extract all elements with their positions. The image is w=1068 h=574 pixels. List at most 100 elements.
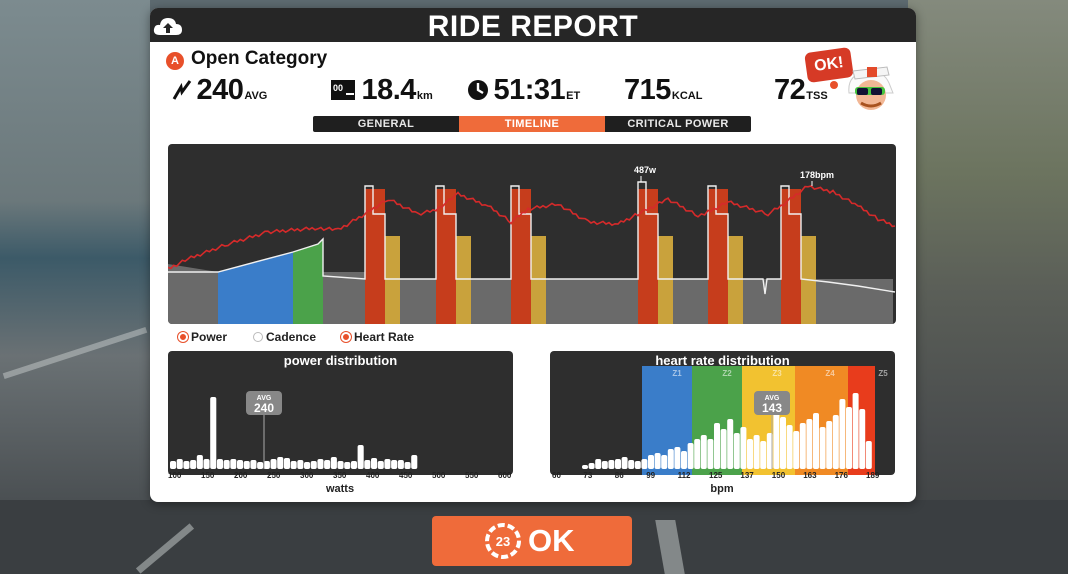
hr-axis-title: bpm	[710, 483, 734, 495]
hr-axis-tick: 137	[740, 471, 754, 480]
hr-dist-bar	[832, 415, 839, 469]
stat-time-unit: ET	[566, 90, 581, 102]
countdown-timer-icon: 23	[485, 523, 521, 559]
power-dist-bar	[290, 461, 297, 469]
power-dist-bar	[364, 460, 371, 469]
legend-heart-rate[interactable]: Heart Rate	[341, 330, 414, 344]
power-axis-tick: 100	[168, 471, 182, 480]
stat-tss-unit: TSS	[806, 90, 828, 102]
cloud-upload-icon[interactable]	[152, 15, 184, 37]
power-axis-tick: 500	[432, 471, 446, 480]
hr-axis-tick: 86	[614, 471, 624, 480]
interval-bar-red	[365, 189, 385, 324]
power-dist-bar	[230, 459, 237, 469]
power-dist-bar	[384, 459, 391, 469]
hr-dist-bar	[608, 460, 615, 469]
recovery-bar-gold	[531, 236, 546, 324]
hr-axis-tick: 73	[583, 471, 593, 480]
recovery-bar-gold	[385, 236, 400, 324]
hr-dist-bar	[628, 460, 635, 469]
ok-button[interactable]: 23 OK	[432, 516, 632, 566]
hr-axis-tick: 163	[803, 471, 817, 480]
hr-axis-tick: 99	[646, 471, 656, 480]
interval-bar-red	[511, 189, 531, 324]
hr-dist-bar	[859, 409, 866, 469]
hr-axis-tick: 150	[771, 471, 786, 480]
power-dist-bar	[317, 459, 324, 469]
hr-dist-bar	[852, 393, 859, 469]
recovery-bar-gold	[456, 236, 471, 324]
hr-distribution-title: heart rate distribution	[655, 353, 790, 368]
hr-dist-bar	[819, 427, 826, 469]
legend-cadence[interactable]: Cadence	[253, 330, 316, 344]
hr-dist-bar	[648, 455, 654, 469]
hr-dist-bar	[747, 439, 753, 469]
power-dist-bar	[350, 461, 357, 469]
tab-timeline[interactable]: TIMELINE	[459, 116, 605, 132]
hr-axis-tick: 189	[866, 471, 880, 480]
legend-heart-rate-label: Heart Rate	[354, 330, 415, 344]
hr-dist-bar	[595, 459, 602, 469]
hr-dist-bar	[634, 461, 641, 469]
stat-distance-value: 18.4	[361, 74, 416, 106]
power-dist-bar	[404, 462, 411, 469]
power-dist-bar	[377, 461, 384, 469]
power-avg-label: AVG	[257, 395, 272, 402]
legend-cadence-label: Cadence	[266, 330, 317, 344]
stat-distance: 00 18.4km	[331, 74, 433, 108]
power-dist-bar	[250, 460, 257, 469]
hr-dist-bar	[661, 455, 668, 469]
hr-zone-label: Z3	[772, 369, 782, 378]
hr-axis-tick: 176	[834, 471, 848, 480]
power-axis-tick: 450	[399, 471, 413, 480]
legend-cadence-toggle[interactable]	[253, 332, 263, 342]
peak-hr-label: 178bpm	[800, 170, 834, 180]
legend-power[interactable]: Power	[178, 330, 227, 344]
hr-dist-bar	[694, 439, 701, 469]
tab-critical-power[interactable]: CRITICAL POWER	[627, 118, 729, 130]
power-dist-bar	[391, 460, 398, 469]
timeline-chart: 487w 178bpm	[168, 144, 896, 324]
stat-power-value: 240	[196, 74, 244, 106]
stat-tss-value: 72	[774, 74, 806, 106]
power-dist-bar	[337, 461, 344, 469]
interval-bar-red	[638, 189, 658, 324]
hr-axis-tick: 60	[552, 471, 561, 480]
power-axis-tick: 350	[333, 471, 347, 480]
power-dist-bar	[330, 457, 337, 469]
legend-heart-rate-toggle[interactable]	[341, 332, 351, 342]
hr-dist-bar	[621, 457, 628, 469]
timeline-svg: 487w 178bpm	[168, 165, 896, 324]
hr-dist-bar	[707, 439, 714, 469]
stat-tss: 72TSS	[774, 74, 839, 108]
power-dist-bar	[203, 459, 210, 469]
stat-time: 51:31ET	[467, 74, 580, 108]
power-lightning-icon	[172, 80, 192, 100]
power-dist-bar	[270, 459, 277, 469]
legend-power-toggle[interactable]	[178, 332, 188, 342]
power-dist-bar	[411, 455, 418, 469]
power-dist-bar	[243, 461, 250, 469]
hr-dist-bar	[865, 441, 872, 469]
info-icon[interactable]	[830, 81, 839, 89]
power-dist-bar	[277, 457, 284, 469]
power-area-blue	[218, 252, 293, 324]
hr-dist-bar	[839, 399, 846, 469]
hr-dist-bar	[641, 459, 648, 469]
hr-dist-bar	[740, 427, 747, 469]
report-tabs: GENERAL TIMELINE CRITICAL POWER	[313, 116, 751, 132]
power-dist-bar	[223, 460, 230, 469]
hr-distribution-svg: Z1 Z2 Z3 Z4 Z5 AVG 143	[582, 366, 888, 475]
power-distribution-svg: AVG 240	[170, 391, 418, 469]
hr-dist-bar	[700, 435, 707, 469]
interval-bar-red	[781, 189, 801, 324]
power-dist-bar	[237, 460, 244, 469]
hr-dist-bar	[588, 463, 595, 469]
hr-dist-bar	[780, 417, 786, 469]
avatar-icon	[848, 66, 894, 110]
hr-dist-bar	[720, 429, 727, 469]
hr-dist-bar	[799, 423, 806, 469]
hr-dist-bar	[806, 419, 813, 469]
ride-report-panel: RIDE REPORT A Open Category 240AVG 00 18…	[150, 8, 916, 502]
tab-general[interactable]: GENERAL	[357, 118, 415, 130]
